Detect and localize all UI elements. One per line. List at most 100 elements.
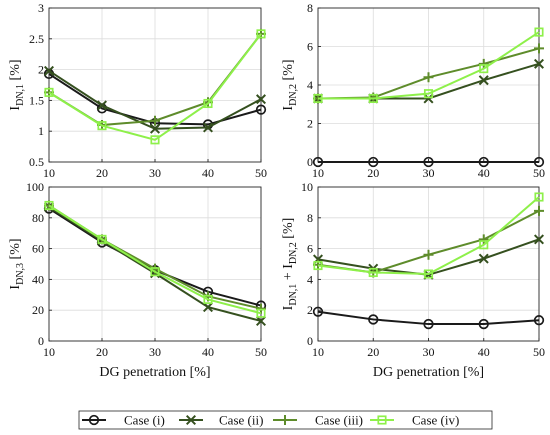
data-point — [203, 98, 213, 109]
data-point — [256, 29, 266, 39]
x-tick-label: 20 — [367, 166, 379, 180]
series-1 — [312, 306, 545, 330]
x-tick-label: 50 — [533, 345, 545, 359]
data-point — [478, 156, 489, 168]
y-tick-label: 0 — [307, 334, 313, 348]
x-tick-label: 40 — [202, 345, 214, 359]
data-point — [312, 156, 324, 168]
data-point — [534, 27, 544, 37]
data-point — [533, 315, 545, 326]
data-point — [256, 303, 266, 314]
legend-label: Case (iii) — [315, 413, 363, 428]
data-point — [534, 192, 544, 202]
y-tick-label: 0.5 — [29, 155, 44, 169]
series-1 — [312, 156, 545, 168]
data-point — [255, 104, 267, 115]
data-point — [96, 100, 108, 111]
y-tick-label: 2.5 — [29, 32, 44, 46]
data-point — [534, 43, 544, 54]
series-line — [318, 31, 540, 100]
x-tick-label: 30 — [423, 345, 435, 359]
data-point — [255, 94, 267, 105]
y-axis-label: IDN,1 + IDN,2 [%] — [281, 218, 299, 311]
legend-marker — [377, 415, 387, 425]
x-tick-label: 20 — [96, 166, 108, 180]
y-tick-label: 80 — [32, 211, 44, 225]
x-tick-label: 20 — [367, 345, 379, 359]
data-point — [368, 156, 379, 168]
legend-item: Case (ii) — [179, 413, 263, 428]
data-point — [533, 234, 545, 245]
data-point — [255, 315, 267, 326]
legend-label: Case (i) — [124, 413, 165, 428]
chart-panel-3: 10 20 30 40 50 0 20 40 60 80 100 IDN,3 [%] DG penetr… — [8, 180, 267, 380]
x-tick-label: 30 — [149, 166, 161, 180]
y-tick-label: 6 — [307, 40, 313, 54]
y-tick-label: 1.5 — [29, 93, 44, 107]
data-point — [423, 269, 434, 279]
data-point — [533, 156, 545, 168]
y-axis-label: IDN,3 [%] — [8, 238, 26, 289]
data-point — [150, 135, 160, 145]
x-tick-label: 10 — [43, 345, 55, 359]
data-point — [478, 58, 489, 69]
series-4 — [313, 192, 544, 279]
x-tick-label: 50 — [255, 345, 267, 359]
data-point — [313, 93, 323, 104]
legend: Case (i) Case (ii) Case (iii) Case (iv) — [78, 410, 493, 430]
chart-panel-4: 10 20 30 40 50 0 2 4 6 8 10 IDN,1 + IDN,2 [%] DG pen… — [281, 180, 545, 380]
series-4 — [44, 29, 266, 145]
series-line — [317, 310, 540, 326]
y-tick-label: 4 — [307, 78, 313, 92]
legend-marker — [280, 415, 290, 425]
data-point — [423, 89, 434, 99]
data-point — [150, 115, 160, 126]
data-point — [203, 294, 213, 304]
data-point — [368, 267, 378, 278]
data-point — [97, 121, 107, 131]
series-4 — [44, 200, 266, 318]
y-tick-label: 8 — [307, 211, 313, 225]
x-tick-label: 50 — [533, 166, 545, 180]
y-tick-label: 3 — [38, 1, 44, 15]
y-tick-label: 0 — [307, 155, 313, 169]
data-point — [479, 64, 489, 74]
data-point — [533, 58, 545, 69]
y-axis-label: IDN,2 [%] — [281, 59, 299, 110]
data-point — [44, 87, 54, 97]
data-point — [478, 234, 489, 245]
data-point — [534, 205, 544, 216]
data-point — [150, 267, 160, 277]
data-point — [478, 318, 489, 330]
data-point — [368, 93, 378, 104]
legend-item: Case (iv) — [370, 413, 459, 428]
y-tick-label: 40 — [32, 272, 44, 286]
x-tick-label: 30 — [149, 345, 161, 359]
x-tick-label: 50 — [255, 166, 267, 180]
data-point — [202, 302, 214, 313]
data-point — [479, 240, 489, 250]
data-point — [97, 234, 107, 244]
y-tick-label: 6 — [307, 242, 313, 256]
data-point — [423, 318, 434, 330]
x-tick-label: 40 — [478, 345, 490, 359]
legend-label: Case (ii) — [219, 413, 263, 428]
data-point — [423, 249, 434, 260]
legend-marker — [185, 414, 197, 426]
chart-panel-2: 10 20 30 40 50 0 2 4 6 8 IDN,2 [%] — [281, 1, 545, 180]
x-tick-label: 10 — [312, 166, 324, 180]
x-tick-label: 40 — [478, 166, 490, 180]
data-point — [423, 156, 434, 168]
y-tick-label: 2 — [307, 303, 313, 317]
legend-marker — [88, 414, 100, 426]
data-point — [368, 314, 379, 325]
y-tick-label: 0 — [38, 334, 44, 348]
data-point — [478, 75, 489, 86]
data-point — [423, 72, 434, 83]
y-tick-label: 20 — [32, 303, 44, 317]
data-point — [149, 123, 161, 134]
series-line — [48, 33, 262, 141]
y-tick-label: 4 — [307, 272, 313, 286]
data-point — [44, 200, 54, 211]
